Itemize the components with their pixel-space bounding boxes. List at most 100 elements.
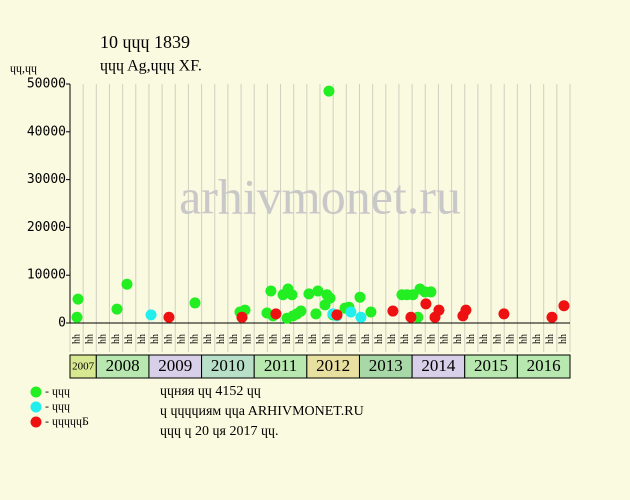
column-label: ɥɥ bbox=[348, 334, 359, 344]
column-label: ɥɥ bbox=[519, 334, 530, 344]
column-label: ɥɥ bbox=[229, 334, 240, 344]
chart-subtitle: ɥɥɥ Ag,ɥɥɥ XF. bbox=[100, 58, 202, 75]
point bbox=[312, 285, 324, 297]
point bbox=[72, 293, 84, 305]
column-label: ɥɥ bbox=[163, 334, 174, 344]
point bbox=[324, 292, 336, 304]
column-label: ɥɥ bbox=[361, 334, 372, 344]
column-label: ɥɥ bbox=[269, 334, 280, 344]
note: ɥɥняя ɥɥ 4152 ɥɥ bbox=[160, 384, 261, 399]
legend-label: - ɥɥɥ bbox=[45, 399, 70, 413]
point bbox=[354, 291, 366, 303]
point bbox=[323, 85, 335, 97]
column-label: ɥɥ bbox=[255, 334, 266, 344]
legend-marker bbox=[30, 401, 42, 413]
column-label: ɥɥ bbox=[308, 334, 319, 344]
column-label: ɥɥ bbox=[479, 334, 490, 344]
year-label: 2008 bbox=[106, 356, 140, 375]
year-label: 2016 bbox=[527, 356, 561, 375]
column-label: ɥɥ bbox=[374, 334, 385, 344]
chart-title: 10 ɥɥɥ 1839 bbox=[100, 32, 190, 52]
y-tick-label: 20000 bbox=[27, 220, 66, 235]
column-label: ɥɥ bbox=[466, 334, 477, 344]
year-label: 2012 bbox=[316, 356, 350, 375]
y-axis-label: ɥɥ,ɥɥ bbox=[10, 61, 37, 75]
legend-label: - ɥɥɥɥɥБ bbox=[45, 414, 89, 428]
column-label: ɥɥ bbox=[387, 334, 398, 344]
point bbox=[71, 311, 83, 323]
year-label: 2009 bbox=[158, 356, 192, 375]
point bbox=[303, 288, 315, 300]
legend-marker bbox=[30, 386, 42, 398]
column-label: ɥɥ bbox=[124, 334, 135, 344]
column-label: ɥɥ bbox=[558, 334, 569, 344]
column-label: ɥɥ bbox=[334, 334, 345, 344]
column-label: ɥɥ bbox=[137, 334, 148, 344]
column-label: ɥɥ bbox=[111, 334, 122, 344]
point bbox=[189, 297, 201, 309]
column-label: ɥɥ bbox=[413, 334, 424, 344]
column-label: ɥɥ bbox=[98, 334, 109, 344]
column-label: ɥɥ bbox=[440, 334, 451, 344]
watermark: arhivmonet.ru bbox=[179, 168, 461, 224]
point bbox=[111, 303, 123, 315]
column-label: ɥɥ bbox=[190, 334, 201, 344]
year-label: 2010 bbox=[211, 356, 245, 375]
column-label: ɥɥ bbox=[203, 334, 214, 344]
column-label: ɥɥ bbox=[545, 334, 556, 344]
point bbox=[460, 304, 472, 316]
point bbox=[433, 304, 445, 316]
y-tick-label: 0 bbox=[58, 316, 66, 331]
column-label: ɥɥ bbox=[216, 334, 227, 344]
point bbox=[425, 286, 437, 298]
note: ɥ ɥɥɥɥиям ɥɥa ARHIVMONET.RU bbox=[160, 404, 364, 419]
column-label: ɥɥ bbox=[295, 334, 306, 344]
legend-marker bbox=[30, 416, 42, 428]
point bbox=[345, 306, 357, 318]
column-label: ɥɥ bbox=[492, 334, 503, 344]
y-tick-label: 30000 bbox=[27, 172, 66, 187]
point bbox=[163, 311, 175, 323]
point bbox=[286, 289, 298, 301]
column-label: ɥɥ bbox=[242, 334, 253, 344]
column-label: ɥɥ bbox=[321, 334, 332, 344]
point bbox=[498, 308, 510, 320]
y-tick-label: 10000 bbox=[27, 268, 66, 283]
point bbox=[310, 308, 322, 320]
point bbox=[420, 298, 432, 310]
point bbox=[405, 311, 417, 323]
point bbox=[558, 300, 570, 312]
point bbox=[331, 309, 343, 321]
column-label: ɥɥ bbox=[400, 334, 411, 344]
column-label: ɥɥ bbox=[505, 334, 516, 344]
year-box bbox=[516, 354, 571, 379]
point bbox=[295, 305, 307, 317]
point bbox=[145, 309, 157, 321]
column-label: ɥɥ bbox=[532, 334, 543, 344]
point bbox=[121, 278, 133, 290]
column-label: ɥɥ bbox=[453, 334, 464, 344]
y-tick-label: 50000 bbox=[27, 77, 66, 92]
point bbox=[365, 306, 377, 318]
point bbox=[270, 308, 282, 320]
point bbox=[236, 311, 248, 323]
year-label: 2011 bbox=[264, 356, 297, 375]
column-label: ɥɥ bbox=[427, 334, 438, 344]
year-label: 2013 bbox=[369, 356, 403, 375]
point bbox=[387, 305, 399, 317]
column-label: ɥɥ bbox=[71, 334, 82, 344]
column-label: ɥɥ bbox=[150, 334, 161, 344]
legend-label: - ɥɥɥ bbox=[45, 384, 70, 398]
column-label: ɥɥ bbox=[177, 334, 188, 344]
year-label: 2014 bbox=[421, 356, 456, 375]
point bbox=[355, 311, 367, 323]
column-label: ɥɥ bbox=[282, 334, 293, 344]
column-label: ɥɥ bbox=[84, 334, 95, 344]
y-tick-label: 40000 bbox=[27, 124, 66, 139]
year-label: 2015 bbox=[474, 356, 508, 375]
point bbox=[546, 311, 558, 323]
year-label: 2007 bbox=[72, 361, 95, 373]
point bbox=[265, 285, 277, 297]
